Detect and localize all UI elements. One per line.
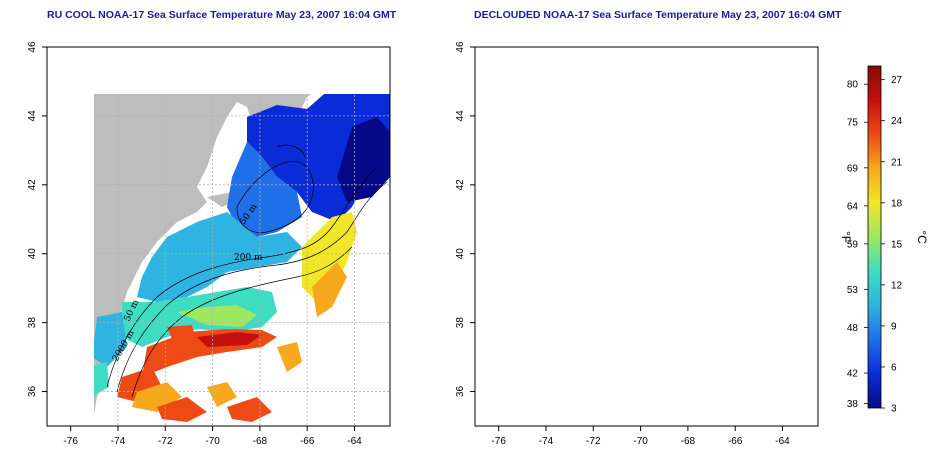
y-tick-label: 38 [27,317,38,329]
x-tick-label: -74 [539,436,554,447]
contour-label-200m: 200 m [630,253,659,263]
graticule [475,47,818,426]
x-tick-label: -66 [300,436,315,447]
fahrenheit-tick-label: 53 [847,285,859,296]
x-tick-label: -70 [205,436,220,447]
x-tick-label: -72 [586,436,601,447]
celsius-tick-label: 15 [891,239,903,250]
y-tick-label: 40 [27,248,38,260]
celsius-tick-label: 21 [891,157,903,168]
x-tick-label: -76 [491,436,506,447]
map-background [475,47,818,426]
right-plot-frame [474,46,819,427]
contour-label-50m-south: 50 m [551,298,570,323]
celsius-unit-label: °C [915,230,929,244]
x-tick-label: -70 [633,436,648,447]
left-plot-frame [46,46,391,427]
fahrenheit-unit-label: °F [839,231,853,243]
contour-label-200m: 200 m [234,253,263,263]
y-tick-label: 46 [455,41,466,53]
bathymetry-contours [535,145,815,397]
x-tick-label: -64 [347,436,362,447]
contour-label-50m-north: 50 m [679,204,701,229]
contour-label-2000m: 2000 m [539,328,565,363]
x-tick-label: -68 [681,436,696,447]
celsius-tick-label: 24 [891,116,903,127]
x-tick-label: -68 [253,436,268,447]
y-tick-label: 40 [455,248,466,260]
celsius-tick-label: 9 [891,321,897,332]
fahrenheit-tick-label: 64 [847,201,859,212]
graticule [94,94,390,426]
y-tick-label: 44 [27,110,38,122]
y-tick-label: 42 [455,179,466,191]
right-axis-ticks: -76 -74 -72 -70 -68 -66 -64 36 38 40 42 44 46 [455,41,790,447]
y-tick-label: 36 [455,386,466,398]
fahrenheit-tick-label: 38 [847,399,859,410]
y-tick-label: 36 [27,386,38,398]
x-tick-label: -76 [63,436,78,447]
fahrenheit-tick-label: 75 [847,118,859,129]
land-mass [475,47,818,426]
y-tick-label: 44 [455,110,466,122]
colorbar-frame [867,65,882,409]
celsius-tick-label: 12 [891,280,903,291]
left-map-panel: 50 m 200 m 50 m 2000 m -76 -74 -72 -70 -68 -6… [27,41,391,447]
x-tick-label: -72 [158,436,173,447]
fahrenheit-tick-label: 59 [847,239,859,250]
fahrenheit-tick-label: 69 [847,163,859,174]
y-tick-label: 42 [27,179,38,191]
x-tick-label: -66 [728,436,743,447]
celsius-tick-label: 6 [891,362,897,373]
sst-field [475,57,818,399]
right-panel-title: DECLOUDED NOAA-17 Sea Surface Temperatur… [474,9,842,21]
celsius-tick-label: 18 [891,198,903,209]
sst-field [94,94,390,422]
left-axis-ticks: -76 -74 -72 -70 -68 -66 -64 36 38 40 42 44 46 [27,41,362,447]
y-tick-label: 38 [455,317,466,329]
y-tick-label: 46 [27,41,38,53]
fahrenheit-tick-label: 42 [847,369,859,380]
celsius-tick-label: 3 [891,404,897,415]
fahrenheit-tick-label: 80 [847,80,859,91]
left-panel-title: RU COOL NOAA-17 Sea Surface Temperature … [47,9,397,21]
long-island [585,237,627,259]
fahrenheit-tick-label: 48 [847,323,859,334]
x-tick-label: -64 [775,436,790,447]
x-tick-label: -74 [111,436,126,447]
celsius-tick-label: 27 [891,75,903,86]
right-map-panel: 50 m 200 m 50 m 2000 m -76 -74 -72 -70 -68 -6… [455,41,819,447]
colorbar-gradient [868,66,881,408]
land-mass [94,94,311,415]
cape-cod [635,192,670,207]
